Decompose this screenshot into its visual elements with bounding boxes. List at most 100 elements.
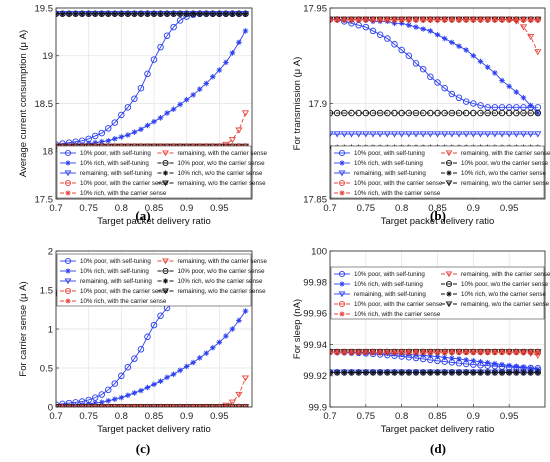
x-tick-label: 0.95 — [210, 203, 229, 214]
data-point — [484, 369, 491, 376]
data-point — [520, 16, 527, 23]
legend-marker — [446, 170, 452, 176]
data-point — [456, 16, 462, 23]
data-point — [105, 386, 112, 394]
data-point — [348, 349, 355, 355]
axes-frame — [329, 250, 546, 408]
x-tick-label: 0.7 — [323, 203, 336, 214]
data-point — [341, 369, 348, 376]
legend-marker — [339, 281, 345, 287]
data-point — [506, 349, 512, 355]
y-tick-label: 1 — [48, 324, 53, 335]
data-point — [370, 349, 376, 355]
data-point — [534, 49, 542, 56]
data-point — [535, 110, 541, 116]
x-axis-label: Target packet delivery ratio — [97, 424, 211, 435]
data-point — [463, 16, 469, 23]
data-point — [456, 43, 462, 49]
y-axis-label: For carrier sense (μ A) — [18, 281, 29, 376]
data-point — [506, 83, 512, 90]
legend-label: 10% rich, w/o the carrier sense — [461, 170, 547, 177]
data-point — [72, 10, 79, 17]
data-point — [241, 110, 250, 117]
legend-label: 10% poor, w/o the carrier sense — [178, 160, 266, 167]
data-point — [105, 137, 112, 144]
data-point — [398, 131, 406, 138]
data-point — [513, 89, 520, 95]
data-point — [463, 349, 469, 355]
data-point — [455, 131, 463, 138]
data-point — [441, 354, 448, 361]
legend-label: remaining, with the carrier sense — [178, 150, 268, 157]
data-point — [138, 126, 144, 133]
data-point — [527, 33, 535, 41]
panel-label: (d) — [430, 441, 446, 456]
data-point — [196, 355, 203, 361]
data-point — [398, 16, 405, 23]
legend: 10% poor, with self-tuning remaining, wit… — [330, 145, 550, 199]
x-tick-label: 0.9 — [467, 411, 480, 422]
data-point — [535, 349, 541, 355]
data-point — [527, 16, 534, 23]
data-point — [412, 60, 420, 67]
y-tick-label: 99.92 — [303, 371, 327, 382]
data-point — [420, 352, 426, 359]
data-point — [223, 10, 229, 17]
legend-label: 10% poor, with self-tuning — [80, 258, 151, 265]
x-tick-label: 0.85 — [145, 411, 164, 422]
legend-label: 10% poor, with the carrier sense — [80, 180, 169, 187]
legend: 10% poor, with self-tuning remaining, wit… — [56, 253, 267, 307]
data-point — [412, 131, 420, 138]
data-point — [341, 16, 348, 23]
data-point — [124, 363, 132, 371]
legend-item: 10% rich, with the carrier sense — [334, 190, 441, 197]
data-point — [513, 369, 520, 376]
data-point — [441, 84, 448, 92]
legend-marker — [162, 159, 169, 167]
legend-label: 10% rich, with self-tuning — [80, 268, 149, 275]
x-tick-label: 0.7 — [49, 203, 62, 214]
data-point — [420, 26, 426, 32]
data-point — [235, 127, 243, 134]
legend-item: remaining, with self-tuning — [334, 291, 426, 298]
data-point — [406, 22, 412, 28]
legend-item: 10% poor, with self-tuning — [334, 270, 425, 278]
data-point — [362, 23, 370, 31]
data-point — [369, 27, 377, 35]
data-point — [177, 101, 183, 108]
data-point — [370, 16, 376, 23]
y-axis-label: For transmission (μ A) — [292, 57, 303, 151]
data-point — [413, 369, 419, 376]
data-point — [484, 64, 491, 71]
data-point — [196, 86, 203, 92]
legend-marker — [339, 190, 345, 196]
legend-marker — [65, 190, 71, 196]
data-point — [470, 358, 477, 364]
x-tick-label: 0.9 — [467, 203, 480, 214]
data-point — [384, 16, 391, 23]
data-point — [164, 10, 170, 17]
data-point — [405, 52, 413, 60]
legend-box — [56, 253, 252, 307]
legend-label: 10% poor, with the carrier sense — [80, 288, 169, 295]
x-tick-label: 0.75 — [79, 411, 98, 422]
data-point — [241, 375, 250, 382]
y-tick-label: 99.96 — [303, 309, 327, 320]
data-point — [491, 131, 499, 138]
data-point — [118, 134, 125, 140]
data-point — [469, 131, 477, 138]
data-point — [477, 109, 484, 117]
y-tick-label: 99.98 — [303, 278, 327, 289]
data-point — [384, 109, 391, 117]
data-point — [176, 17, 184, 24]
legend-label: remaining, with self-tuning — [80, 278, 152, 285]
legend-label: 10% rich, with the carrier sense — [80, 190, 167, 197]
data-point — [520, 94, 527, 101]
data-point — [449, 39, 455, 46]
data-point — [210, 344, 216, 351]
legend-item: 10% rich, with the carrier sense — [334, 311, 441, 318]
data-point — [449, 369, 455, 376]
data-point — [92, 139, 98, 146]
legend-item: 10% rich, with self-tuning — [334, 281, 423, 288]
data-point — [406, 349, 412, 355]
